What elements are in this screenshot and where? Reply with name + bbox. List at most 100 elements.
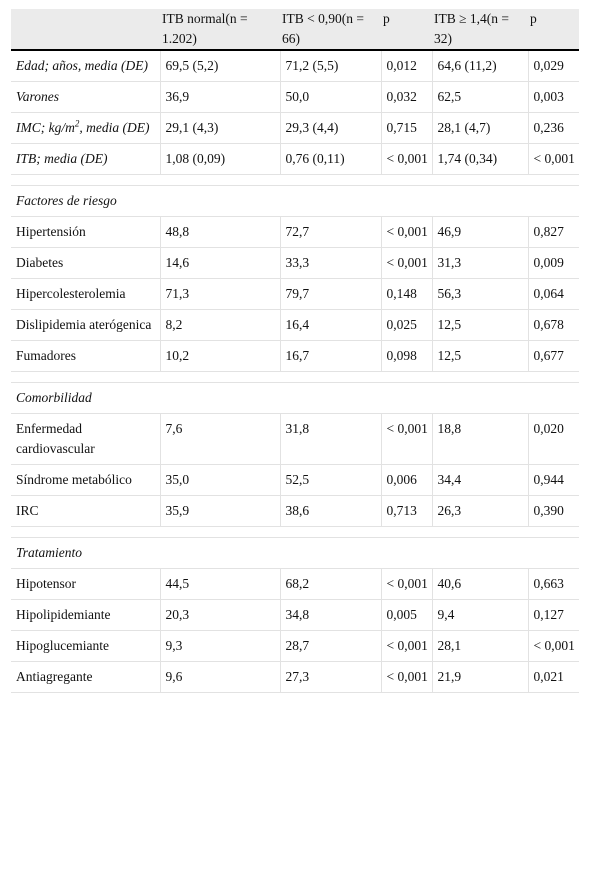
section-row: Factores de riesgo bbox=[11, 185, 579, 217]
value-cell: < 0,001 bbox=[527, 630, 579, 662]
header-cell bbox=[11, 9, 160, 51]
row-label-text: , media (DE) bbox=[79, 120, 150, 135]
value-cell: 0,715 bbox=[380, 112, 432, 144]
value-cell: 79,7 bbox=[279, 278, 381, 310]
value-cell: 0,021 bbox=[527, 661, 579, 693]
value-cell: 48,8 bbox=[159, 216, 280, 248]
value-cell: 21,9 bbox=[431, 661, 528, 693]
value-cell: 56,3 bbox=[431, 278, 528, 310]
spacer-cell bbox=[381, 371, 432, 383]
spacer-cell bbox=[11, 174, 160, 186]
header-row: ITB normal(n = 1.202) ITB < 0,90(n = 66)… bbox=[11, 9, 579, 51]
value-cell: < 0,001 bbox=[527, 143, 579, 175]
spacer-row bbox=[11, 526, 579, 538]
value-cell: 0,677 bbox=[527, 340, 579, 372]
value-cell: 27,3 bbox=[279, 661, 381, 693]
table-row: Hipotensor 44,5 68,2 < 0,001 40,6 0,663 bbox=[11, 568, 579, 600]
results-table: ITB normal(n = 1.202) ITB < 0,90(n = 66)… bbox=[11, 9, 579, 693]
value-cell: 38,6 bbox=[279, 495, 381, 527]
table-row: Dislipidemia aterógenica 8,2 16,4 0,025 12,5… bbox=[11, 309, 579, 341]
row-label: Hipoglucemiante bbox=[11, 630, 160, 662]
value-cell: 9,6 bbox=[159, 661, 280, 693]
spacer-cell bbox=[280, 526, 381, 538]
value-cell: 0,025 bbox=[380, 309, 432, 341]
value-cell: < 0,001 bbox=[380, 143, 432, 175]
spacer-cell bbox=[432, 174, 528, 186]
spacer-cell bbox=[280, 371, 381, 383]
table-row: Diabetes 14,6 33,3 < 0,001 31,3 0,009 bbox=[11, 247, 579, 279]
value-cell: 1,08 (0,09) bbox=[159, 143, 280, 175]
spacer-cell bbox=[432, 371, 528, 383]
value-cell: 14,6 bbox=[159, 247, 280, 279]
value-cell: 9,4 bbox=[431, 599, 528, 631]
table-row: Hipercolesterolemia 71,3 79,7 0,148 56,3 0,06… bbox=[11, 278, 579, 310]
value-cell: < 0,001 bbox=[380, 413, 432, 465]
table-row: Enfermedad cardiovascular 7,6 31,8 < 0,001 1… bbox=[11, 413, 579, 465]
value-cell: 34,8 bbox=[279, 599, 381, 631]
value-cell: 0,76 (0,11) bbox=[279, 143, 381, 175]
value-cell: 0,064 bbox=[527, 278, 579, 310]
value-cell: 0,012 bbox=[380, 50, 432, 82]
table-row: IMC; kg/m2, media (DE) 29,1 (4,3) 29,3 (4,… bbox=[11, 112, 579, 144]
value-cell: 0,032 bbox=[380, 81, 432, 113]
value-cell: 31,8 bbox=[279, 413, 381, 465]
value-cell: 50,0 bbox=[279, 81, 381, 113]
row-label: Fumadores bbox=[11, 340, 160, 372]
spacer-cell bbox=[11, 526, 160, 538]
spacer-cell bbox=[160, 371, 280, 383]
row-label: IMC; kg/m2, media (DE) bbox=[11, 112, 160, 144]
row-label: Dislipidemia aterógenica bbox=[11, 309, 160, 341]
row-label: Diabetes bbox=[11, 247, 160, 279]
section-label: Tratamiento bbox=[11, 537, 579, 569]
value-cell: 0,006 bbox=[380, 464, 432, 496]
section-label: Comorbilidad bbox=[11, 382, 579, 414]
value-cell: 31,3 bbox=[431, 247, 528, 279]
header-cell: ITB normal(n = 1.202) bbox=[160, 9, 280, 51]
value-cell: 29,1 (4,3) bbox=[159, 112, 280, 144]
value-cell: 0,127 bbox=[527, 599, 579, 631]
value-cell: 0,663 bbox=[527, 568, 579, 600]
value-cell: < 0,001 bbox=[380, 568, 432, 600]
value-cell: 10,2 bbox=[159, 340, 280, 372]
section-label: Factores de riesgo bbox=[11, 185, 579, 217]
row-label: Hipercolesterolemia bbox=[11, 278, 160, 310]
table-row: Síndrome metabólico 35,0 52,5 0,006 34,4 0,94… bbox=[11, 464, 579, 496]
spacer-cell bbox=[381, 174, 432, 186]
value-cell: 33,3 bbox=[279, 247, 381, 279]
value-cell: < 0,001 bbox=[380, 216, 432, 248]
spacer-cell bbox=[432, 526, 528, 538]
table-body: Edad; años, media (DE) 69,5 (5,2) 71,2 (5,… bbox=[11, 50, 579, 693]
row-label: Hipolipidemiante bbox=[11, 599, 160, 631]
row-label: Varones bbox=[11, 81, 160, 113]
value-cell: 29,3 (4,4) bbox=[279, 112, 381, 144]
value-cell: 44,5 bbox=[159, 568, 280, 600]
value-cell: 28,7 bbox=[279, 630, 381, 662]
value-cell: 62,5 bbox=[431, 81, 528, 113]
value-cell: 0,029 bbox=[527, 50, 579, 82]
value-cell: 71,2 (5,5) bbox=[279, 50, 381, 82]
value-cell: 69,5 (5,2) bbox=[159, 50, 280, 82]
value-cell: < 0,001 bbox=[380, 661, 432, 693]
value-cell: 20,3 bbox=[159, 599, 280, 631]
header-cell: p bbox=[381, 9, 432, 51]
value-cell: 0,678 bbox=[527, 309, 579, 341]
table-row: IRC 35,9 38,6 0,713 26,3 0,390 bbox=[11, 495, 579, 527]
row-label: ITB; media (DE) bbox=[11, 143, 160, 175]
header-cell: ITB ≥ 1,4(n = 32) bbox=[432, 9, 528, 51]
value-cell: 28,1 bbox=[431, 630, 528, 662]
spacer-cell bbox=[528, 371, 579, 383]
spacer-cell bbox=[11, 371, 160, 383]
value-cell: 9,3 bbox=[159, 630, 280, 662]
value-cell: 28,1 (4,7) bbox=[431, 112, 528, 144]
value-cell: 12,5 bbox=[431, 340, 528, 372]
row-label-text: IMC; kg/m bbox=[16, 120, 75, 135]
table-row: Varones 36,9 50,0 0,032 62,5 0,003 bbox=[11, 81, 579, 113]
table-row: Fumadores 10,2 16,7 0,098 12,5 0,677 bbox=[11, 340, 579, 372]
value-cell: 0,009 bbox=[527, 247, 579, 279]
value-cell: 46,9 bbox=[431, 216, 528, 248]
value-cell: 7,6 bbox=[159, 413, 280, 465]
value-cell: 34,4 bbox=[431, 464, 528, 496]
value-cell: 1,74 (0,34) bbox=[431, 143, 528, 175]
spacer-row bbox=[11, 174, 579, 186]
spacer-cell bbox=[528, 174, 579, 186]
